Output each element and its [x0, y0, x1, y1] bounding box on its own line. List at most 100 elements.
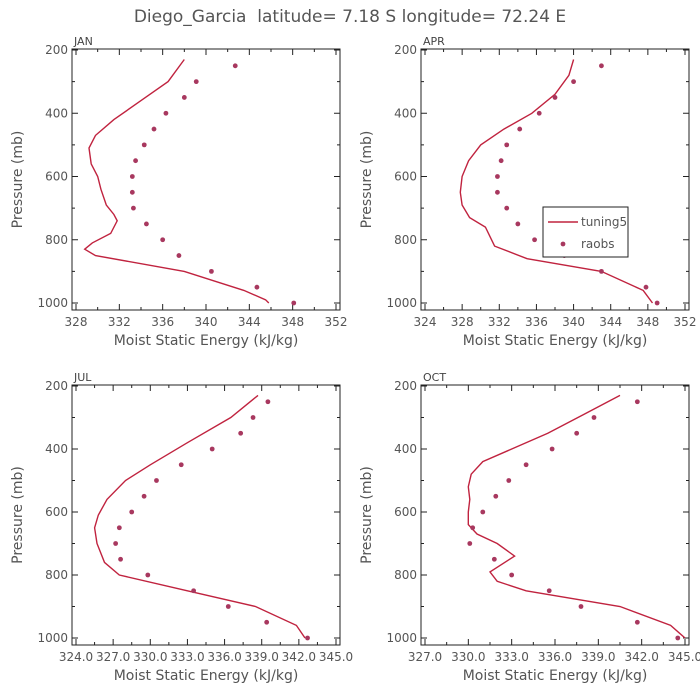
series-point-raobs — [634, 619, 640, 625]
x-tick-label: 327.0 — [408, 650, 442, 664]
series-point-raobs — [506, 478, 512, 483]
series-point-raobs — [574, 430, 580, 436]
y-axis-label: Pressure (mb) — [10, 466, 26, 564]
x-axis-label: Moist Static Energy (kJ/kg) — [463, 668, 648, 684]
legend: tuning5 raobs — [542, 206, 629, 258]
series-point-raobs — [265, 399, 271, 405]
series-point-raobs — [532, 237, 537, 243]
series-point-raobs — [116, 525, 122, 531]
panel-apr: APR 200 400 600 800 1000 324 328 332 336 340 344 348… — [359, 35, 696, 349]
x-tick-label: 344 — [599, 315, 622, 329]
plot-frame — [71, 48, 341, 311]
x-tick-label: 348 — [636, 315, 659, 329]
x-tick-label: 330.0 — [451, 650, 485, 664]
x-tick-label: 336.0 — [538, 650, 572, 664]
y-tick-label: 200 — [45, 43, 68, 57]
series-point-raobs — [578, 604, 584, 609]
x-tick-label: 345.0 — [668, 650, 700, 664]
series-line-tuning5 — [459, 59, 654, 304]
series-point-raobs — [515, 221, 521, 227]
series-point-raobs — [160, 237, 166, 243]
y-tick-label: 600 — [394, 505, 417, 519]
y-tick-label: 1000 — [37, 296, 68, 310]
series-point-raobs — [552, 95, 558, 100]
series-point-raobs — [291, 300, 297, 306]
series-point-raobs — [141, 142, 147, 148]
x-tick-label: 342.0 — [282, 650, 316, 664]
series-point-raobs — [209, 446, 215, 452]
series-point-raobs — [495, 189, 500, 195]
series-point-raobs — [193, 79, 199, 85]
series-point-raobs — [232, 63, 238, 69]
series-point-raobs — [549, 446, 555, 452]
series-point-raobs — [176, 253, 182, 258]
y-tick-label: 600 — [394, 170, 417, 184]
panels: JAN 200 400 600 800 1000 328 332 336 340 344 348 352… — [10, 35, 700, 684]
series-point-raobs — [209, 268, 214, 274]
series-point-raobs — [495, 174, 500, 179]
x-tick-label: 332 — [488, 315, 511, 329]
x-tick-label: 340 — [195, 315, 218, 329]
y-tick-label: 800 — [45, 233, 68, 247]
panel-jan: JAN 200 400 600 800 1000 328 332 336 340 344 348 352… — [10, 35, 347, 349]
series-point-raobs — [250, 415, 256, 420]
figure-title: Diego_Garcia latitude= 7.18 S longitude=… — [134, 7, 566, 27]
series-point-raobs — [144, 221, 149, 227]
series-point-raobs — [480, 509, 486, 515]
x-tick-label: 345.0 — [319, 650, 353, 664]
x-tick-label: 339.0 — [245, 650, 279, 664]
y-axis-label: Pressure (mb) — [359, 466, 375, 564]
series-point-raobs — [599, 63, 604, 69]
series-point-raobs — [178, 462, 184, 468]
y-tick-label: 800 — [45, 568, 68, 582]
x-tick-label: 339.0 — [581, 650, 615, 664]
x-tick-label: 327.0 — [96, 650, 130, 664]
series-point-raobs — [493, 493, 499, 499]
series-point-raobs — [470, 525, 476, 531]
x-tick-label: 332 — [108, 315, 131, 329]
series-point-raobs — [238, 430, 244, 436]
y-tick-label: 800 — [394, 568, 417, 582]
series-line-tuning5 — [83, 59, 270, 304]
y-tick-label: 400 — [394, 442, 417, 456]
series-point-raobs — [191, 588, 197, 594]
panel-oct: OCT 200 400 600 800 1000 327.0 330.0 333.0 336.0 3… — [359, 371, 700, 684]
x-tick-label: 333.0 — [494, 650, 528, 664]
x-tick-label: 336 — [525, 315, 548, 329]
x-tick-label: 330.0 — [133, 650, 167, 664]
series-point-raobs — [151, 126, 157, 132]
series-point-raobs — [129, 509, 135, 515]
x-tick-label: 324.0 — [59, 650, 93, 664]
series-point-raobs — [643, 284, 649, 290]
series-point-raobs — [634, 399, 640, 405]
series-point-raobs — [491, 556, 497, 562]
series-point-raobs — [141, 493, 147, 499]
series-point-raobs — [591, 415, 597, 420]
y-tick-label: 800 — [394, 233, 417, 247]
series-point-raobs — [571, 79, 576, 85]
y-tick-label: 1000 — [386, 296, 417, 310]
y-tick-label: 1000 — [37, 631, 68, 645]
series-point-raobs — [181, 95, 187, 100]
series-point-raobs — [546, 588, 552, 594]
series-point-raobs — [131, 205, 136, 211]
panel-title: JAN — [73, 35, 93, 48]
y-tick-label: 400 — [45, 442, 68, 456]
y-tick-label: 600 — [45, 170, 68, 184]
legend-label-obs: raobs — [581, 237, 615, 251]
x-tick-label: 344 — [238, 315, 261, 329]
x-tick-label: 333.0 — [170, 650, 204, 664]
series-point-raobs — [225, 604, 231, 609]
series-point-raobs — [133, 158, 138, 164]
panel-title: APR — [423, 35, 445, 48]
y-axis-label: Pressure (mb) — [359, 131, 375, 229]
x-tick-label: 352 — [325, 315, 348, 329]
series-line-tuning5 — [467, 394, 686, 639]
series-point-raobs — [118, 556, 123, 562]
series-point-raobs — [264, 619, 270, 625]
plot-frame — [71, 384, 341, 646]
series-point-raobs — [504, 205, 510, 211]
x-tick-label: 352 — [674, 315, 697, 329]
y-axis-label: Pressure (mb) — [10, 131, 26, 229]
